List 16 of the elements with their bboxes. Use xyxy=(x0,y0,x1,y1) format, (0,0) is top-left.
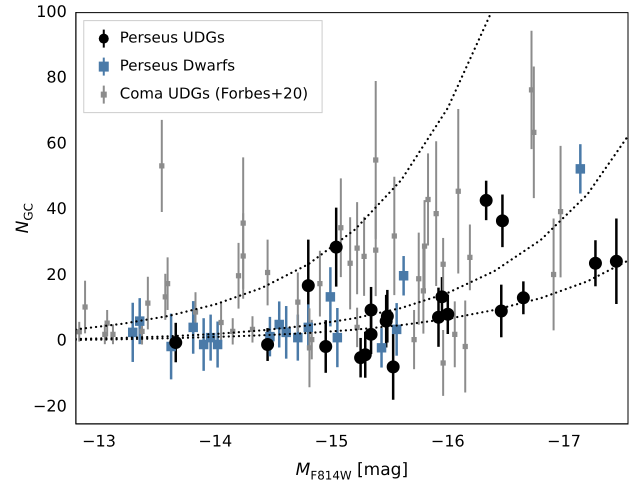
x-tick-label: −13 xyxy=(82,432,116,451)
legend-label: Coma UDGs (Forbes+20) xyxy=(120,84,308,102)
legend-label: Perseus Dwarfs xyxy=(120,56,236,74)
y-tick-label: 80 xyxy=(46,68,67,87)
y-tick-label: 20 xyxy=(46,264,67,284)
x-tick-label: −15 xyxy=(314,432,348,451)
legend-label: Perseus UDGs xyxy=(120,28,225,46)
y-tick-label: −20 xyxy=(33,396,67,416)
y-tick-label: 0 xyxy=(56,330,67,350)
x-tick-label: −16 xyxy=(430,432,465,451)
y-axis-title: NGC xyxy=(13,203,36,234)
y-tick-label: 60 xyxy=(46,133,67,152)
x-tick-label: −17 xyxy=(547,432,581,451)
y-tick-label: 40 xyxy=(46,199,67,218)
x-tick-label: −14 xyxy=(198,432,232,451)
y-tick-label: 100 xyxy=(36,2,67,21)
